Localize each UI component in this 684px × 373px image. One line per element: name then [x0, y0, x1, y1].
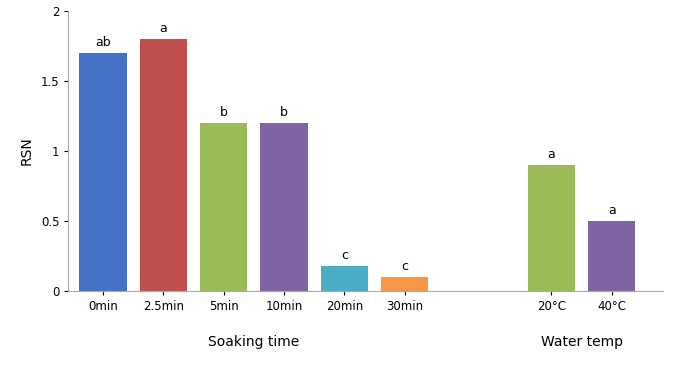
Text: c: c — [341, 248, 348, 261]
Text: a: a — [608, 204, 616, 217]
Bar — [261, 123, 308, 291]
Text: a: a — [547, 148, 555, 161]
Text: Water temp: Water temp — [540, 335, 622, 350]
Y-axis label: RSN: RSN — [20, 137, 34, 166]
Text: b: b — [220, 106, 228, 119]
Bar — [527, 165, 575, 291]
Bar — [79, 53, 127, 291]
Text: Soaking time: Soaking time — [208, 335, 300, 350]
Text: b: b — [280, 106, 288, 119]
Bar — [200, 123, 248, 291]
Text: ab: ab — [95, 36, 111, 49]
Bar — [381, 277, 428, 291]
Bar — [588, 221, 635, 291]
Text: c: c — [402, 260, 408, 273]
Text: a: a — [159, 22, 167, 35]
Bar — [321, 266, 368, 291]
Bar — [140, 39, 187, 291]
